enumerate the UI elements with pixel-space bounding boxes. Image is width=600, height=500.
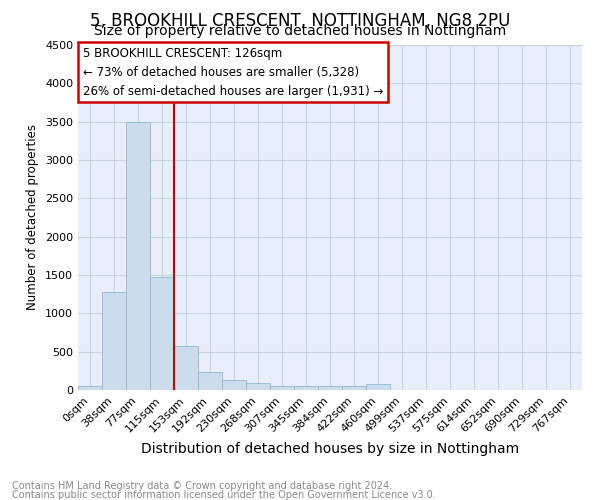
Bar <box>270 386 294 390</box>
Text: Size of property relative to detached houses in Nottingham: Size of property relative to detached ho… <box>94 24 506 38</box>
Bar <box>78 386 102 390</box>
Bar <box>198 372 222 390</box>
X-axis label: Distribution of detached houses by size in Nottingham: Distribution of detached houses by size … <box>141 442 519 456</box>
Text: 5 BROOKHILL CRESCENT: 126sqm
← 73% of detached houses are smaller (5,328)
26% of: 5 BROOKHILL CRESCENT: 126sqm ← 73% of de… <box>83 46 383 98</box>
Text: 5, BROOKHILL CRESCENT, NOTTINGHAM, NG8 2PU: 5, BROOKHILL CRESCENT, NOTTINGHAM, NG8 2… <box>90 12 510 30</box>
Bar <box>294 386 318 390</box>
Bar <box>222 380 246 390</box>
Bar <box>366 384 390 390</box>
Bar <box>150 276 174 390</box>
Bar <box>342 386 366 390</box>
Bar <box>102 292 126 390</box>
Bar <box>126 122 150 390</box>
Y-axis label: Number of detached properties: Number of detached properties <box>26 124 40 310</box>
Text: Contains HM Land Registry data © Crown copyright and database right 2024.: Contains HM Land Registry data © Crown c… <box>12 481 392 491</box>
Bar <box>174 346 198 390</box>
Text: Contains public sector information licensed under the Open Government Licence v3: Contains public sector information licen… <box>12 490 436 500</box>
Bar <box>318 386 342 390</box>
Bar <box>246 383 270 390</box>
